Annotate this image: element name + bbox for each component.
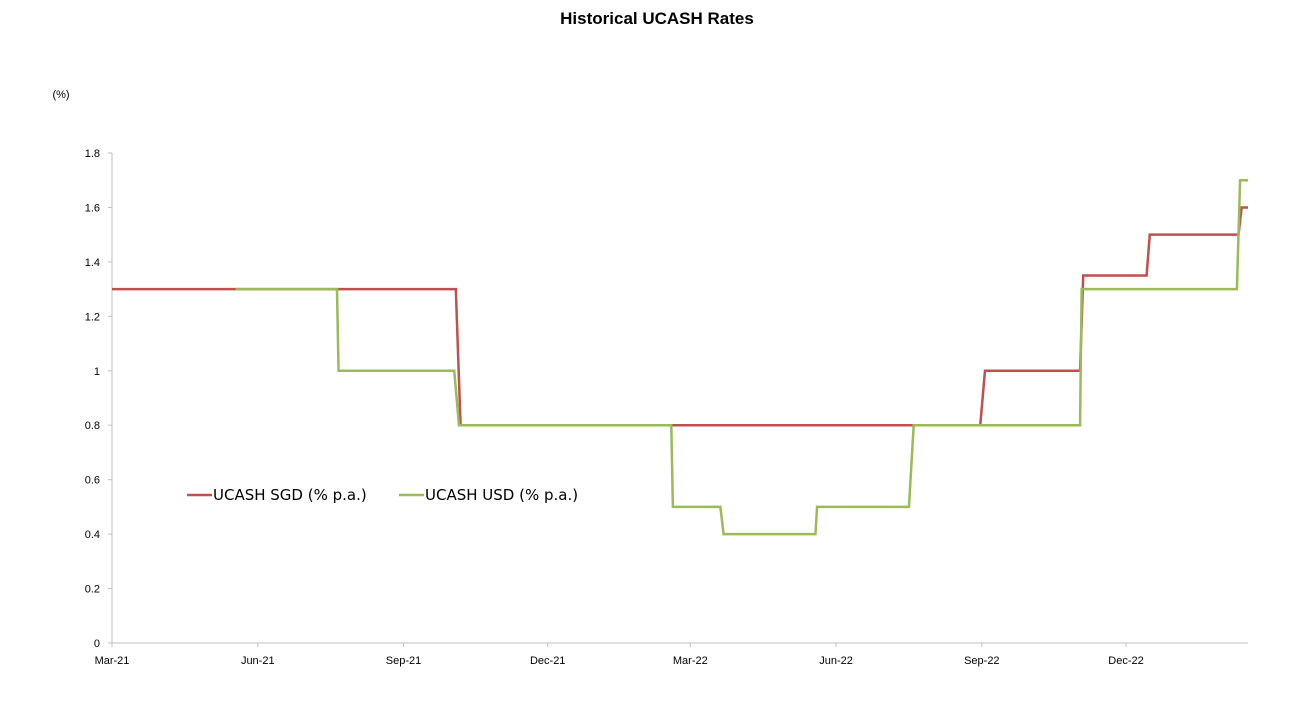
y-tick-label: 0: [94, 638, 100, 650]
y-tick-label: 0.2: [85, 584, 100, 596]
y-tick-label: 1.4: [85, 257, 100, 269]
y-tick-label: 1.6: [85, 202, 100, 214]
x-tick-label: Mar-21: [95, 655, 130, 667]
axes: [111, 153, 1248, 644]
x-tick-label: Jun-22: [819, 655, 853, 667]
y-tick-label: 0.6: [85, 475, 100, 487]
x-tick-label: Sep-22: [964, 655, 999, 667]
legend-item-sgd: UCASH SGD (% p.a.): [187, 486, 367, 504]
x-tick-label: Dec-22: [1108, 655, 1143, 667]
y-unit-label: (%): [52, 89, 69, 101]
legend: UCASH SGD (% p.a.) UCASH USD (% p.a.): [187, 486, 578, 504]
chart-title: Historical UCASH Rates: [560, 9, 754, 28]
y-tick-label: 0.4: [85, 529, 100, 541]
y-axis-ticks: 0 0.2 0.4 0.6 0.8 1 1.2 1.4 1.6 1.8: [85, 148, 112, 650]
legend-item-usd: UCASH USD (% p.a.): [399, 486, 578, 504]
x-axis-ticks: Mar-21 Jun-21 Sep-21 Dec-21 Mar-22 Jun-22 Sep-…: [95, 643, 1144, 667]
x-tick-label: Jun-21: [241, 655, 275, 667]
y-tick-label: 0.8: [85, 420, 100, 432]
y-tick-label: 1.2: [85, 311, 100, 323]
legend-label-sgd: UCASH SGD (% p.a.): [213, 486, 367, 504]
series-group: [112, 178, 1248, 536]
x-tick-label: Sep-21: [386, 655, 421, 667]
series-line-usd: [235, 178, 1248, 536]
x-tick-label: Dec-21: [530, 655, 565, 667]
x-tick-label: Mar-22: [673, 655, 708, 667]
y-tick-label: 1.8: [85, 148, 100, 160]
y-tick-label: 1: [94, 366, 100, 378]
legend-label-usd: UCASH USD (% p.a.): [425, 486, 578, 504]
